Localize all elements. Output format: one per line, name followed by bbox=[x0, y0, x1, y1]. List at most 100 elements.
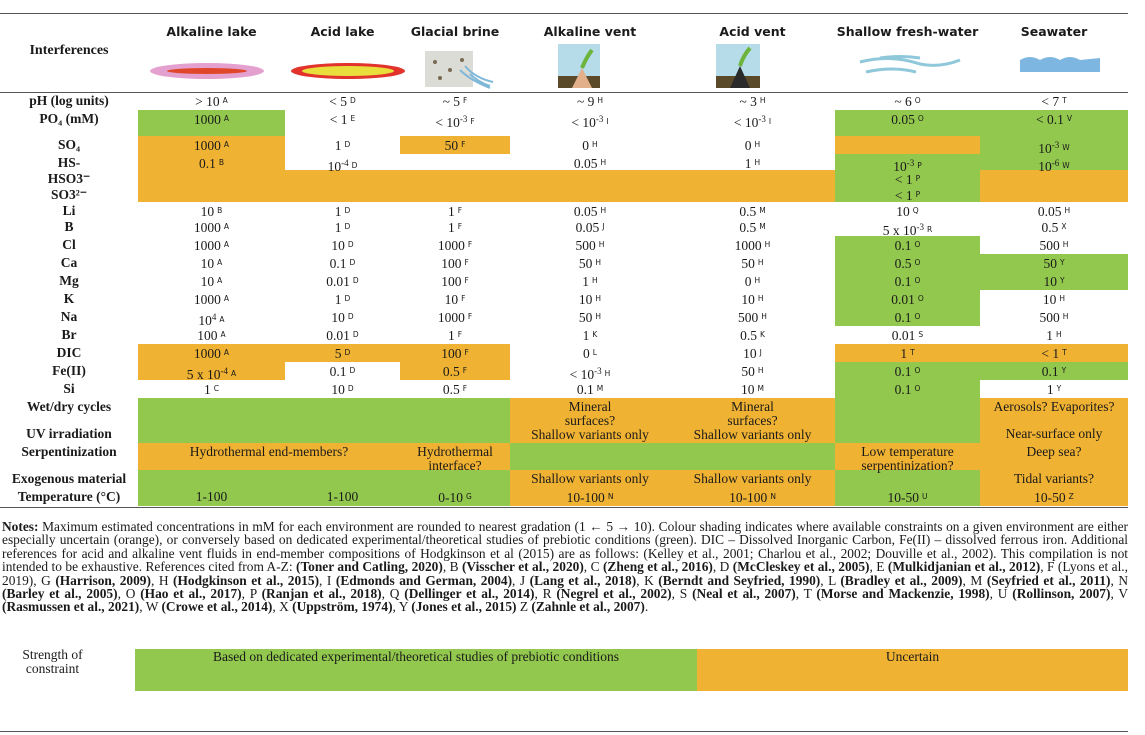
value-text: 1 bbox=[447, 220, 455, 235]
reference: H bbox=[595, 312, 602, 321]
value-text: 10 bbox=[741, 382, 755, 397]
value-text: 10-100 bbox=[566, 490, 605, 505]
row-label: Na bbox=[60, 309, 78, 324]
reference: H bbox=[1064, 206, 1071, 215]
cell-value: 50 H bbox=[510, 256, 670, 271]
value-text: 1000 bbox=[193, 112, 221, 127]
cell-value: 10 H bbox=[670, 292, 835, 307]
cell-shade bbox=[285, 443, 400, 470]
value-text: 1 bbox=[334, 204, 342, 219]
row-label: UV irradiation bbox=[26, 426, 112, 441]
cell-value: < 10-3 H bbox=[510, 364, 670, 382]
value-text: 1 bbox=[447, 204, 455, 219]
cell-value: 0.1 O bbox=[835, 364, 980, 379]
note-bold: (Bradley et al., 2009) bbox=[840, 572, 963, 588]
value-text: Shallow variants only bbox=[693, 471, 812, 486]
reference: F bbox=[463, 96, 468, 105]
value-text: 1000 bbox=[437, 238, 465, 253]
reference: O bbox=[914, 384, 921, 393]
value-text: 10 bbox=[743, 346, 757, 361]
cell-shade bbox=[835, 186, 980, 202]
cell-value: 10-3 P bbox=[835, 156, 980, 174]
value-text: 1 bbox=[1046, 382, 1054, 397]
exponent: -4 bbox=[220, 366, 229, 376]
reference: F bbox=[470, 117, 475, 126]
reference: O bbox=[914, 312, 921, 321]
note-bold: (McCleskey et al., 2005) bbox=[732, 559, 870, 575]
reference: H bbox=[764, 240, 771, 249]
cell-value: 0.1 Y bbox=[980, 364, 1128, 379]
cell-shade bbox=[980, 186, 1128, 202]
reference: X bbox=[1061, 222, 1067, 231]
reference: J bbox=[602, 222, 605, 231]
reference: H bbox=[757, 366, 764, 375]
column-header: Alkaline lake bbox=[166, 24, 257, 39]
cell-shade bbox=[400, 170, 510, 186]
reference: D bbox=[352, 330, 359, 339]
value-text: 10 bbox=[200, 256, 215, 271]
value-text: Tidal variants? bbox=[1013, 471, 1095, 486]
row-label: Serpentinization bbox=[21, 444, 117, 459]
note-text: , O bbox=[117, 586, 141, 602]
value-text: 0 bbox=[744, 274, 752, 289]
cell-shade bbox=[510, 488, 670, 506]
column-header: Shallow fresh-water bbox=[836, 24, 979, 39]
reference: E bbox=[350, 114, 356, 123]
cell-value: 0.1 D bbox=[285, 364, 400, 379]
reference: H bbox=[1062, 312, 1069, 321]
cell-shade bbox=[510, 443, 670, 470]
value-text: 500 bbox=[738, 310, 759, 325]
row-label: B bbox=[64, 219, 74, 234]
cell-shade bbox=[285, 186, 400, 202]
value-text: 1 bbox=[334, 220, 342, 235]
cell-value: 50 H bbox=[510, 310, 670, 325]
notes: Notes: Maximum estimated concentrations … bbox=[2, 520, 1128, 614]
acid-vent-icon bbox=[716, 44, 760, 88]
cell-value: 10 D bbox=[285, 382, 400, 397]
cell-value: 1-100 bbox=[285, 490, 400, 504]
reference: H bbox=[754, 158, 761, 167]
reference: Y bbox=[1056, 384, 1062, 393]
note-bold: (Hao et al., 2017) bbox=[140, 586, 242, 602]
cell-shade bbox=[400, 136, 510, 154]
note-bold: (Zahnle et al., 2007) bbox=[531, 599, 645, 615]
cell-shade bbox=[285, 425, 400, 443]
cell-value: 104 A bbox=[138, 310, 285, 328]
reference: H bbox=[757, 294, 764, 303]
note-text: , R bbox=[534, 586, 557, 602]
row-label: Br bbox=[61, 327, 77, 342]
reference: A bbox=[219, 315, 225, 324]
cell-value: 1-100 bbox=[138, 490, 285, 504]
cell-shade bbox=[510, 398, 670, 425]
reference: H bbox=[592, 276, 598, 285]
value-text: 0.5 bbox=[739, 220, 757, 235]
value-text: 10 bbox=[896, 204, 910, 219]
value-text: 1-100 bbox=[326, 489, 359, 504]
note-bold: (Berndt and Seyfried, 1990) bbox=[658, 572, 821, 588]
cell-shade bbox=[138, 398, 285, 425]
cell-shade bbox=[510, 186, 670, 202]
note-bold: (Rasmussen et al., 2021) bbox=[2, 599, 140, 615]
exponent: -3 bbox=[594, 366, 602, 376]
note-text: , H bbox=[150, 572, 174, 588]
value-text: 1 bbox=[334, 292, 342, 307]
value-text: 10 bbox=[1042, 292, 1057, 307]
cell-value: Mineral surfaces? Shallow variants only bbox=[670, 400, 835, 442]
cell-value: < 10-3 F bbox=[400, 112, 510, 130]
cell-shade bbox=[285, 170, 400, 186]
cell-value: 10-100 N bbox=[510, 490, 670, 505]
cell-value: 5 x 10-4 A bbox=[138, 364, 285, 382]
cell-value: 10 D bbox=[285, 238, 400, 253]
cell-shade bbox=[670, 170, 835, 186]
reference: I bbox=[606, 117, 609, 126]
note-bold: Notes: bbox=[2, 519, 39, 534]
